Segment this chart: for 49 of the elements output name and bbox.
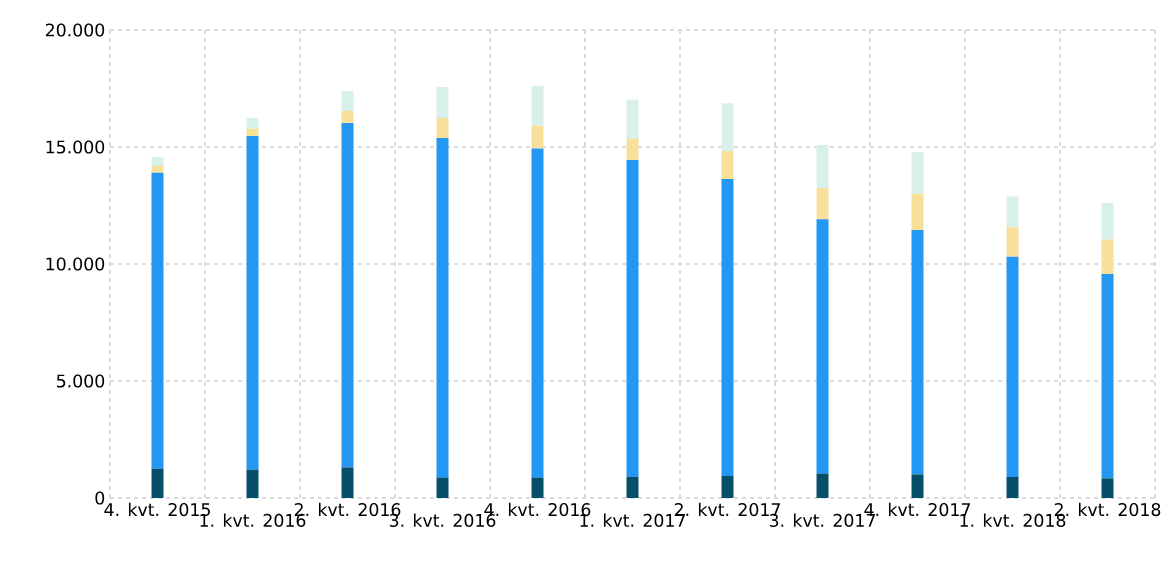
bar xyxy=(721,476,734,498)
bar xyxy=(531,125,544,149)
y-tick-label: 15.000 xyxy=(46,140,105,154)
bar xyxy=(1006,476,1019,498)
bar xyxy=(436,87,449,118)
bar xyxy=(911,151,924,194)
bar xyxy=(1006,256,1019,477)
y-tick-label: 0 xyxy=(95,491,105,505)
bar xyxy=(911,474,924,498)
bar xyxy=(151,165,164,173)
bar xyxy=(721,103,734,151)
bar xyxy=(246,136,259,470)
bar xyxy=(341,122,354,468)
y-tick-label: 5.000 xyxy=(57,374,105,388)
bar xyxy=(816,219,829,474)
bar xyxy=(816,187,829,220)
bar xyxy=(626,160,639,477)
bar xyxy=(1101,239,1114,275)
bar xyxy=(531,477,544,498)
bar xyxy=(816,473,829,498)
bar xyxy=(626,138,639,161)
bar xyxy=(436,477,449,498)
y-tick-label: 10.000 xyxy=(46,257,105,271)
y-tick-label: 20.000 xyxy=(45,23,105,37)
bar xyxy=(1101,478,1114,498)
bar xyxy=(626,476,639,498)
bar xyxy=(151,172,164,469)
bar xyxy=(436,138,449,478)
bar xyxy=(1101,202,1114,240)
bar xyxy=(436,117,449,139)
bar xyxy=(531,85,544,126)
bar xyxy=(911,230,924,475)
bar xyxy=(816,144,829,188)
bar xyxy=(626,99,639,139)
bar xyxy=(246,469,259,498)
bar xyxy=(1006,196,1019,228)
bar xyxy=(341,467,354,498)
bar xyxy=(151,468,164,498)
bar xyxy=(911,193,924,231)
bar xyxy=(151,157,164,166)
bar xyxy=(1101,274,1114,479)
bar xyxy=(531,148,544,478)
bar xyxy=(246,128,259,136)
bar xyxy=(341,91,354,111)
bar xyxy=(341,110,354,123)
bar xyxy=(1006,227,1019,257)
bar xyxy=(246,117,259,129)
bar xyxy=(721,179,734,476)
bar xyxy=(721,150,734,180)
